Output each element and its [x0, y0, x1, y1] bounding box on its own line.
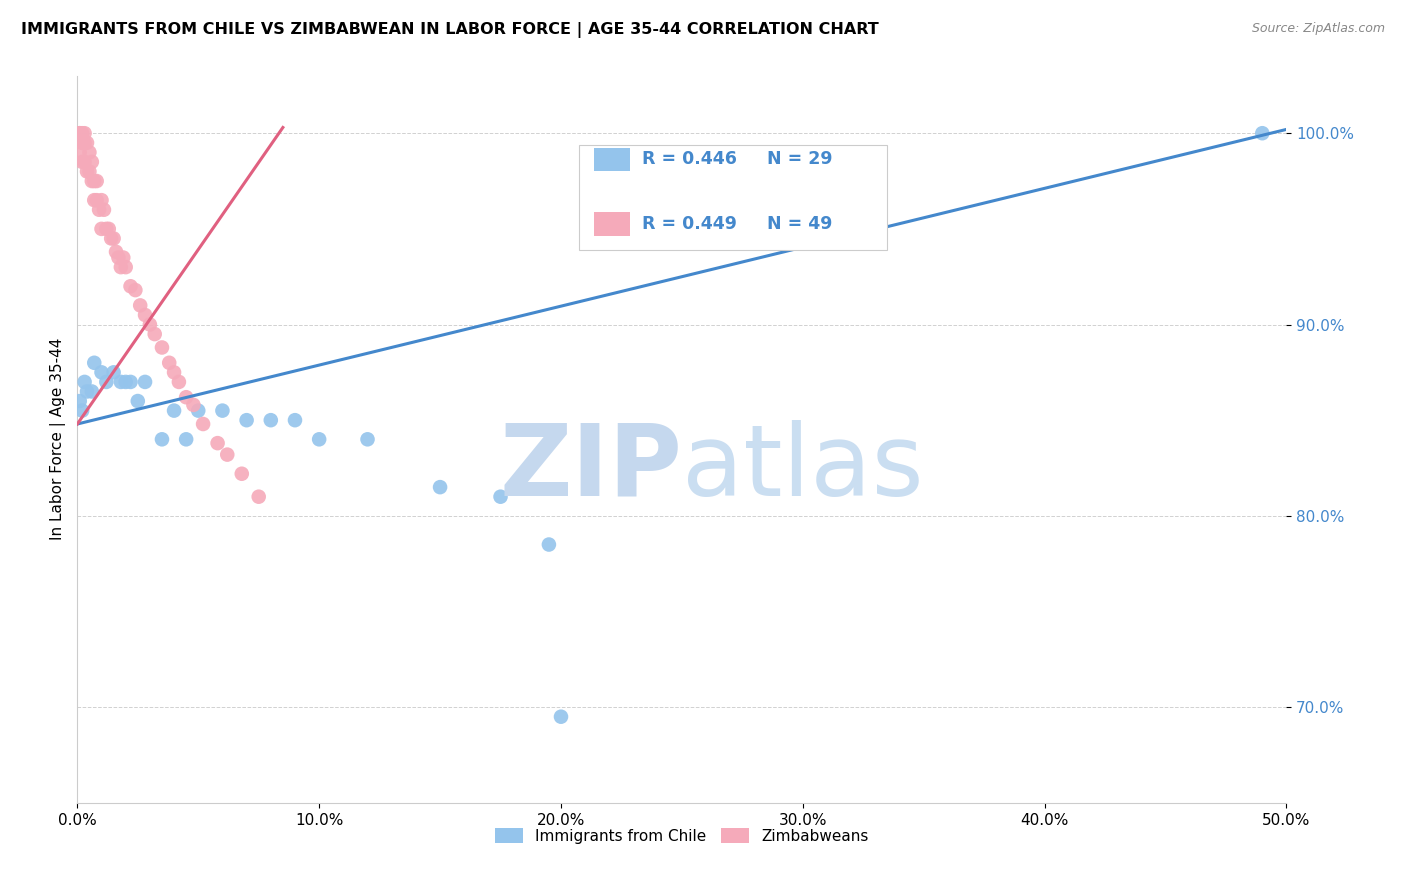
Text: R = 0.449: R = 0.449: [643, 215, 737, 233]
Point: [235, 413, 257, 427]
Point: [247, 490, 270, 504]
Legend: Immigrants from Chile, Zimbabweans: Immigrants from Chile, Zimbabweans: [489, 822, 875, 850]
Point: [76, 164, 98, 178]
Point: [90, 365, 112, 379]
Point: [69, 126, 91, 140]
Point: [114, 260, 136, 274]
Point: [356, 432, 378, 446]
Point: [73, 155, 96, 169]
Text: N = 29: N = 29: [766, 151, 832, 169]
Point: [80, 174, 103, 188]
Point: [127, 394, 149, 409]
Text: atlas: atlas: [682, 420, 924, 516]
Point: [90, 222, 112, 236]
Text: ZIP: ZIP: [499, 420, 682, 516]
Point: [69, 126, 91, 140]
Point: [150, 341, 173, 355]
Point: [83, 174, 105, 188]
Point: [120, 375, 142, 389]
Point: [429, 480, 451, 494]
Point: [260, 413, 283, 427]
Text: R = 0.446: R = 0.446: [643, 151, 737, 169]
Y-axis label: In Labor Force | Age 35-44: In Labor Force | Age 35-44: [51, 338, 66, 541]
Point: [83, 356, 105, 370]
Point: [114, 375, 136, 389]
Point: [70, 136, 93, 150]
Point: [107, 251, 129, 265]
Point: [167, 375, 190, 389]
FancyBboxPatch shape: [579, 145, 887, 251]
Point: [97, 222, 120, 236]
Point: [83, 193, 105, 207]
Point: [134, 308, 156, 322]
Point: [211, 403, 233, 417]
Point: [69, 394, 91, 409]
Point: [96, 222, 118, 236]
Point: [80, 384, 103, 399]
Point: [76, 136, 98, 150]
Point: [308, 432, 330, 446]
Text: IMMIGRANTS FROM CHILE VS ZIMBABWEAN IN LABOR FORCE | AGE 35-44 CORRELATION CHART: IMMIGRANTS FROM CHILE VS ZIMBABWEAN IN L…: [21, 22, 879, 38]
Point: [537, 537, 560, 551]
Bar: [593, 212, 630, 235]
Point: [134, 375, 156, 389]
Point: [80, 155, 103, 169]
Point: [70, 126, 93, 140]
Point: [76, 384, 98, 399]
Point: [191, 417, 214, 431]
Point: [96, 375, 118, 389]
Point: [129, 298, 152, 312]
Point: [103, 365, 125, 379]
Point: [163, 403, 186, 417]
Point: [217, 448, 239, 462]
Point: [143, 327, 166, 342]
Point: [87, 202, 110, 217]
Point: [120, 279, 142, 293]
Point: [150, 432, 173, 446]
Point: [174, 432, 197, 446]
Text: Source: ZipAtlas.com: Source: ZipAtlas.com: [1251, 22, 1385, 36]
Point: [103, 231, 125, 245]
Point: [73, 126, 96, 140]
Point: [231, 467, 253, 481]
Point: [73, 136, 96, 150]
Point: [187, 403, 209, 417]
Point: [93, 202, 115, 217]
Point: [489, 490, 512, 504]
Point: [105, 244, 128, 259]
Point: [86, 193, 108, 207]
Point: [86, 174, 108, 188]
Point: [110, 260, 132, 274]
Point: [73, 375, 96, 389]
Point: [550, 709, 572, 723]
Point: [90, 193, 112, 207]
Point: [157, 356, 180, 370]
Point: [70, 155, 93, 169]
Point: [79, 145, 101, 160]
Text: N = 49: N = 49: [766, 215, 832, 233]
Point: [110, 375, 132, 389]
Bar: [593, 148, 630, 171]
Point: [70, 403, 93, 417]
Point: [1251, 126, 1274, 140]
Point: [163, 365, 186, 379]
Point: [100, 231, 122, 245]
Point: [139, 318, 162, 332]
Point: [207, 436, 229, 450]
Point: [183, 398, 205, 412]
Point: [69, 145, 91, 160]
Point: [79, 164, 101, 178]
Point: [124, 283, 146, 297]
Point: [112, 251, 135, 265]
Point: [284, 413, 307, 427]
Point: [174, 390, 197, 404]
